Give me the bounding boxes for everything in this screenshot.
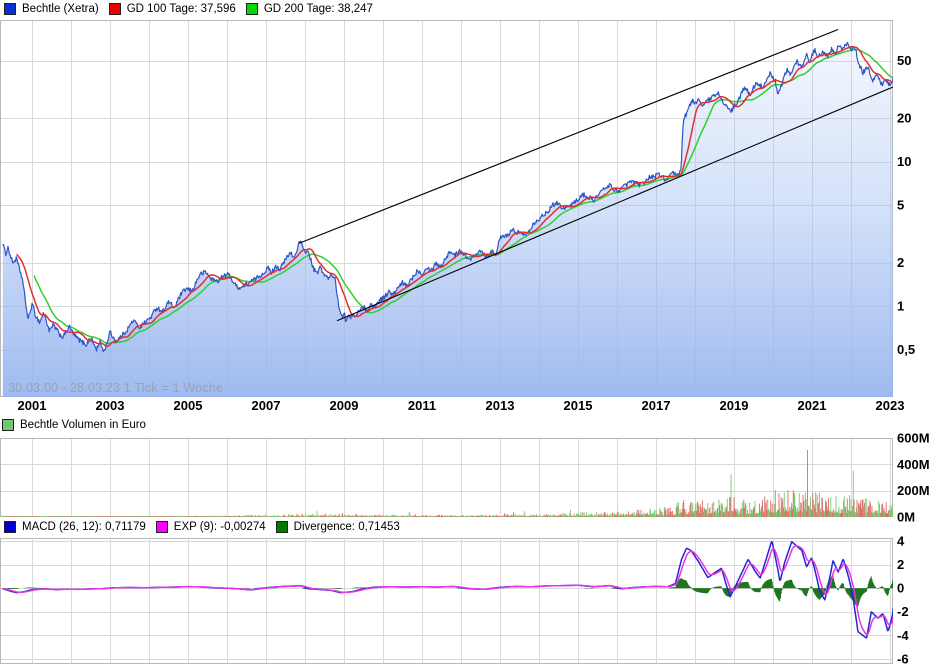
svg-text:-2: -2 (897, 604, 909, 619)
price-series-label: Bechtle (Xetra) (22, 3, 99, 15)
svg-text:2019: 2019 (720, 398, 749, 413)
svg-text:1: 1 (897, 299, 904, 314)
svg-text:5: 5 (897, 198, 904, 213)
volume-legend-item: Bechtle Volumen in Euro (2, 419, 146, 431)
volume-label: Bechtle Volumen in Euro (20, 419, 146, 431)
svg-text:2: 2 (897, 557, 904, 572)
svg-text:10: 10 (897, 154, 911, 169)
divergence-label: Divergence: 0,71453 (293, 521, 400, 533)
macd-panel: 4 2 0 -2 -4 -6 (0, 534, 909, 666)
svg-text:0M: 0M (897, 510, 915, 525)
svg-text:50: 50 (897, 53, 911, 68)
svg-text:0,5: 0,5 (897, 342, 915, 357)
svg-text:2023: 2023 (876, 398, 905, 413)
exp-legend-item: EXP (9): -0,00274 (155, 521, 266, 533)
svg-text:2003: 2003 (96, 398, 125, 413)
svg-text:400M: 400M (897, 457, 930, 472)
svg-text:4: 4 (897, 534, 905, 549)
svg-text:2005: 2005 (174, 398, 203, 413)
exp-label: EXP (9): -0,00274 (173, 521, 266, 533)
svg-text:2021: 2021 (798, 398, 827, 413)
price-legend-item: Bechtle (Xetra) (4, 3, 99, 15)
svg-text:2017: 2017 (642, 398, 671, 413)
macd-swatch (4, 521, 16, 533)
divergence-legend-item: Divergence: 0,71453 (275, 521, 400, 533)
gd200-label: GD 200 Tage: 38,247 (263, 3, 373, 15)
macd-label: MACD (26, 12): 0,71179 (22, 521, 146, 533)
svg-text:2: 2 (897, 255, 904, 270)
svg-text:200M: 200M (897, 483, 930, 498)
svg-text:-4: -4 (897, 628, 909, 643)
macd-legend: MACD (26, 12): 0,71179 EXP (9): -0,00274… (4, 521, 400, 533)
date-range-watermark: 30.03.00 - 28.03.23 1 Tick = 1 Woche (8, 381, 224, 395)
svg-text:2015: 2015 (564, 398, 593, 413)
gd200-swatch (245, 3, 258, 15)
svg-text:2001: 2001 (18, 398, 47, 413)
price-panel: 50 20 10 5 2 1 0,5 2001 2003 2005 2007 2009 2011 2013… (0, 20, 915, 413)
volume-swatch (2, 419, 14, 431)
price-series-swatch (4, 3, 16, 15)
exp-swatch (155, 521, 168, 533)
svg-text:0: 0 (897, 581, 904, 596)
gd200-legend-item: GD 200 Tage: 38,247 (245, 3, 373, 15)
volume-panel: 600M 400M 200M 0M (0, 431, 930, 525)
svg-text:600M: 600M (897, 431, 930, 446)
svg-text:2011: 2011 (408, 398, 436, 413)
price-legend: Bechtle (Xetra) GD 100 Tage: 37,596 GD 2… (4, 3, 373, 15)
svg-text:20: 20 (897, 111, 911, 126)
svg-text:2007: 2007 (252, 398, 281, 413)
divergence-swatch (275, 521, 288, 533)
volume-legend: Bechtle Volumen in Euro (2, 419, 146, 431)
svg-text:2009: 2009 (330, 398, 359, 413)
gd100-label: GD 100 Tage: 37,596 (126, 3, 236, 15)
gd100-swatch (108, 3, 121, 15)
macd-legend-item: MACD (26, 12): 0,71179 (4, 521, 146, 533)
svg-text:-6: -6 (897, 651, 909, 666)
gd100-legend-item: GD 100 Tage: 37,596 (108, 3, 236, 15)
svg-text:2013: 2013 (486, 398, 515, 413)
